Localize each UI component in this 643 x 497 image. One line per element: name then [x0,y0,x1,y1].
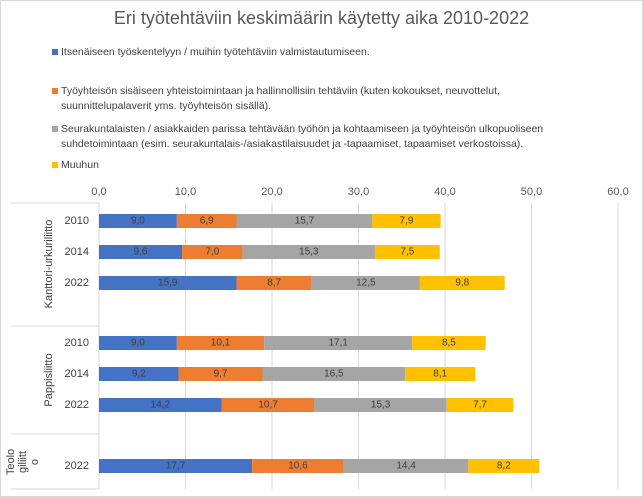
bar-segment [236,214,373,228]
bar-segment [412,336,486,350]
data-label: 9,2 [132,369,146,380]
bar-segment [405,367,476,381]
data-label: 7,7 [473,400,487,411]
x-tick-label: 40,0 [434,186,455,198]
data-label: 8,2 [497,461,511,472]
data-label: 9,0 [131,216,145,227]
data-label: 8,7 [267,278,281,289]
data-label: 9,8 [455,278,469,289]
legend-item: Seurakuntalaisten / asiakkaiden parissa … [52,122,621,152]
bar-segment [374,245,440,259]
category-label: 2014 [65,368,89,380]
x-tick-label: 60,0 [607,186,628,198]
bar-segment [99,214,177,228]
bar-segment [468,459,540,473]
bar-segment [178,367,263,381]
bar-segment [182,245,243,259]
data-label: 17,1 [328,338,348,349]
data-label: 7,9 [400,216,414,227]
bar-segment [99,398,222,412]
bar-segment [99,367,179,381]
data-label: 15,3 [371,400,391,411]
bar-segment [176,336,265,350]
group-label: Teolo [5,449,17,475]
bar-segment [314,398,447,412]
data-label: 7,5 [400,247,414,258]
legend-label: Seurakuntalaisten / asiakkaiden parissa … [61,123,544,135]
bar-segment [236,276,312,290]
bar-segment [99,459,253,473]
bar-segment [252,459,344,473]
legend-label: suunnittelupalaverit yms. työyhteisön si… [61,100,272,112]
data-label: 9,7 [214,369,228,380]
group-label: giliitt [17,451,29,473]
legend-label: Muuhun [61,159,99,171]
category-label: 2022 [65,277,89,289]
x-tick-label: 30,0 [348,186,369,198]
bar-segment [311,276,420,290]
category-label: 2014 [65,246,89,258]
data-label: 9,6 [134,247,148,258]
group-label: o [29,459,41,465]
legend-label: suhdetoimintaan (esim. seurakuntalais-/a… [61,138,524,150]
data-label: 6,9 [200,216,214,227]
legend-swatch [52,88,58,94]
data-label: 10,7 [258,400,278,411]
data-label: 15,7 [295,216,315,227]
bar-segment [419,276,505,290]
chart-title: Eri työtehtäviin keskimäärin käytetty ai… [113,8,530,28]
data-label: 16,5 [324,369,344,380]
data-label: 10,6 [288,461,308,472]
legend-label: Työyhteisön sisäiseen yhteistoimintaan j… [61,85,500,97]
data-label: 9,0 [131,338,145,349]
group-label: Pappisliitto [43,353,55,406]
x-tick-label: 0,0 [91,186,106,198]
bar-segment [99,245,183,259]
bar-segment [262,367,406,381]
category-label: 2010 [65,215,89,227]
bar-segment [264,336,413,350]
bar-segment [176,214,237,228]
legend-item: Muuhun [52,158,621,173]
bar-segment [99,276,237,290]
data-label: 17,7 [166,461,186,472]
bar-segment [343,459,469,473]
legend-swatch [52,49,58,55]
data-label: 7,0 [205,247,219,258]
bar-segment [221,398,315,412]
legend-item: Työyhteisön sisäiseen yhteistoimintaan j… [52,84,621,114]
bar-segment [242,245,375,259]
data-label: 15,3 [299,247,319,258]
bar-segment [99,336,177,350]
data-label: 14,2 [151,400,171,411]
data-label: 8,5 [442,338,456,349]
x-tick-label: 10,0 [175,186,196,198]
category-label: 2022 [65,399,89,411]
x-tick-label: 20,0 [261,186,282,198]
bar-segment [446,398,514,412]
group-label: Kanttori-urkuriliitto [43,220,55,309]
data-label: 10,1 [211,338,231,349]
data-label: 15,9 [158,278,178,289]
data-label: 8,1 [433,369,447,380]
category-label: 2022 [65,460,89,472]
x-tick-label: 50,0 [521,186,542,198]
legend-swatch [52,126,58,132]
legend-swatch [52,162,58,168]
data-label: 14,4 [396,461,416,472]
bar-segment [372,214,441,228]
legend-label: Itsenäiseen työskentelyyn / muihin työte… [61,46,370,58]
legend-item: Itsenäiseen työskentelyyn / muihin työte… [52,45,621,60]
category-label: 2010 [65,337,89,349]
data-label: 12,5 [356,278,376,289]
